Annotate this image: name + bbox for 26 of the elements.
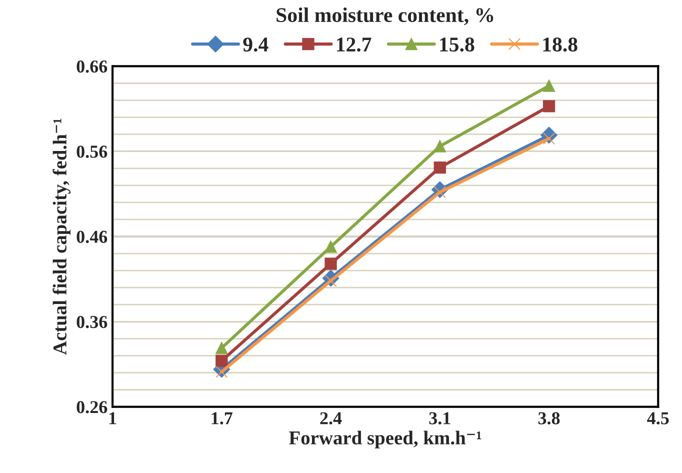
y-tick-label: 0.36 <box>76 316 108 328</box>
legend-label: 9.4 <box>243 38 268 52</box>
point <box>434 161 446 174</box>
x-tick-label: 4.5 <box>647 412 669 424</box>
legend-label: 15.8 <box>440 38 474 52</box>
point <box>216 342 228 354</box>
point <box>216 366 228 378</box>
point <box>542 80 556 92</box>
x-axis-title: Forward speed, km.h⁻¹ <box>289 430 482 448</box>
point <box>542 100 556 112</box>
legend-title: Soil moisture content, % <box>276 7 494 26</box>
y-tick-label: 0.46 <box>76 230 108 244</box>
point <box>324 258 337 270</box>
legend-label: 18.8 <box>543 38 578 52</box>
y-tick-label: 0.26 <box>76 401 108 414</box>
y-tick-label: 0.66 <box>76 60 108 73</box>
point <box>216 354 228 367</box>
y-axis-title: Actual field capacity, fed.h⁻¹ <box>52 118 71 355</box>
x-tick-label: 1 <box>109 412 116 424</box>
x-tick-label: 3.8 <box>538 412 560 424</box>
y-tick-label: 0.56 <box>76 146 108 158</box>
x-tick-label: 1.7 <box>212 412 232 424</box>
point <box>324 240 337 253</box>
legend-label: 12.7 <box>337 38 372 52</box>
x-tick-label: 2.4 <box>320 412 342 424</box>
x-tick-label: 3.1 <box>429 412 450 424</box>
